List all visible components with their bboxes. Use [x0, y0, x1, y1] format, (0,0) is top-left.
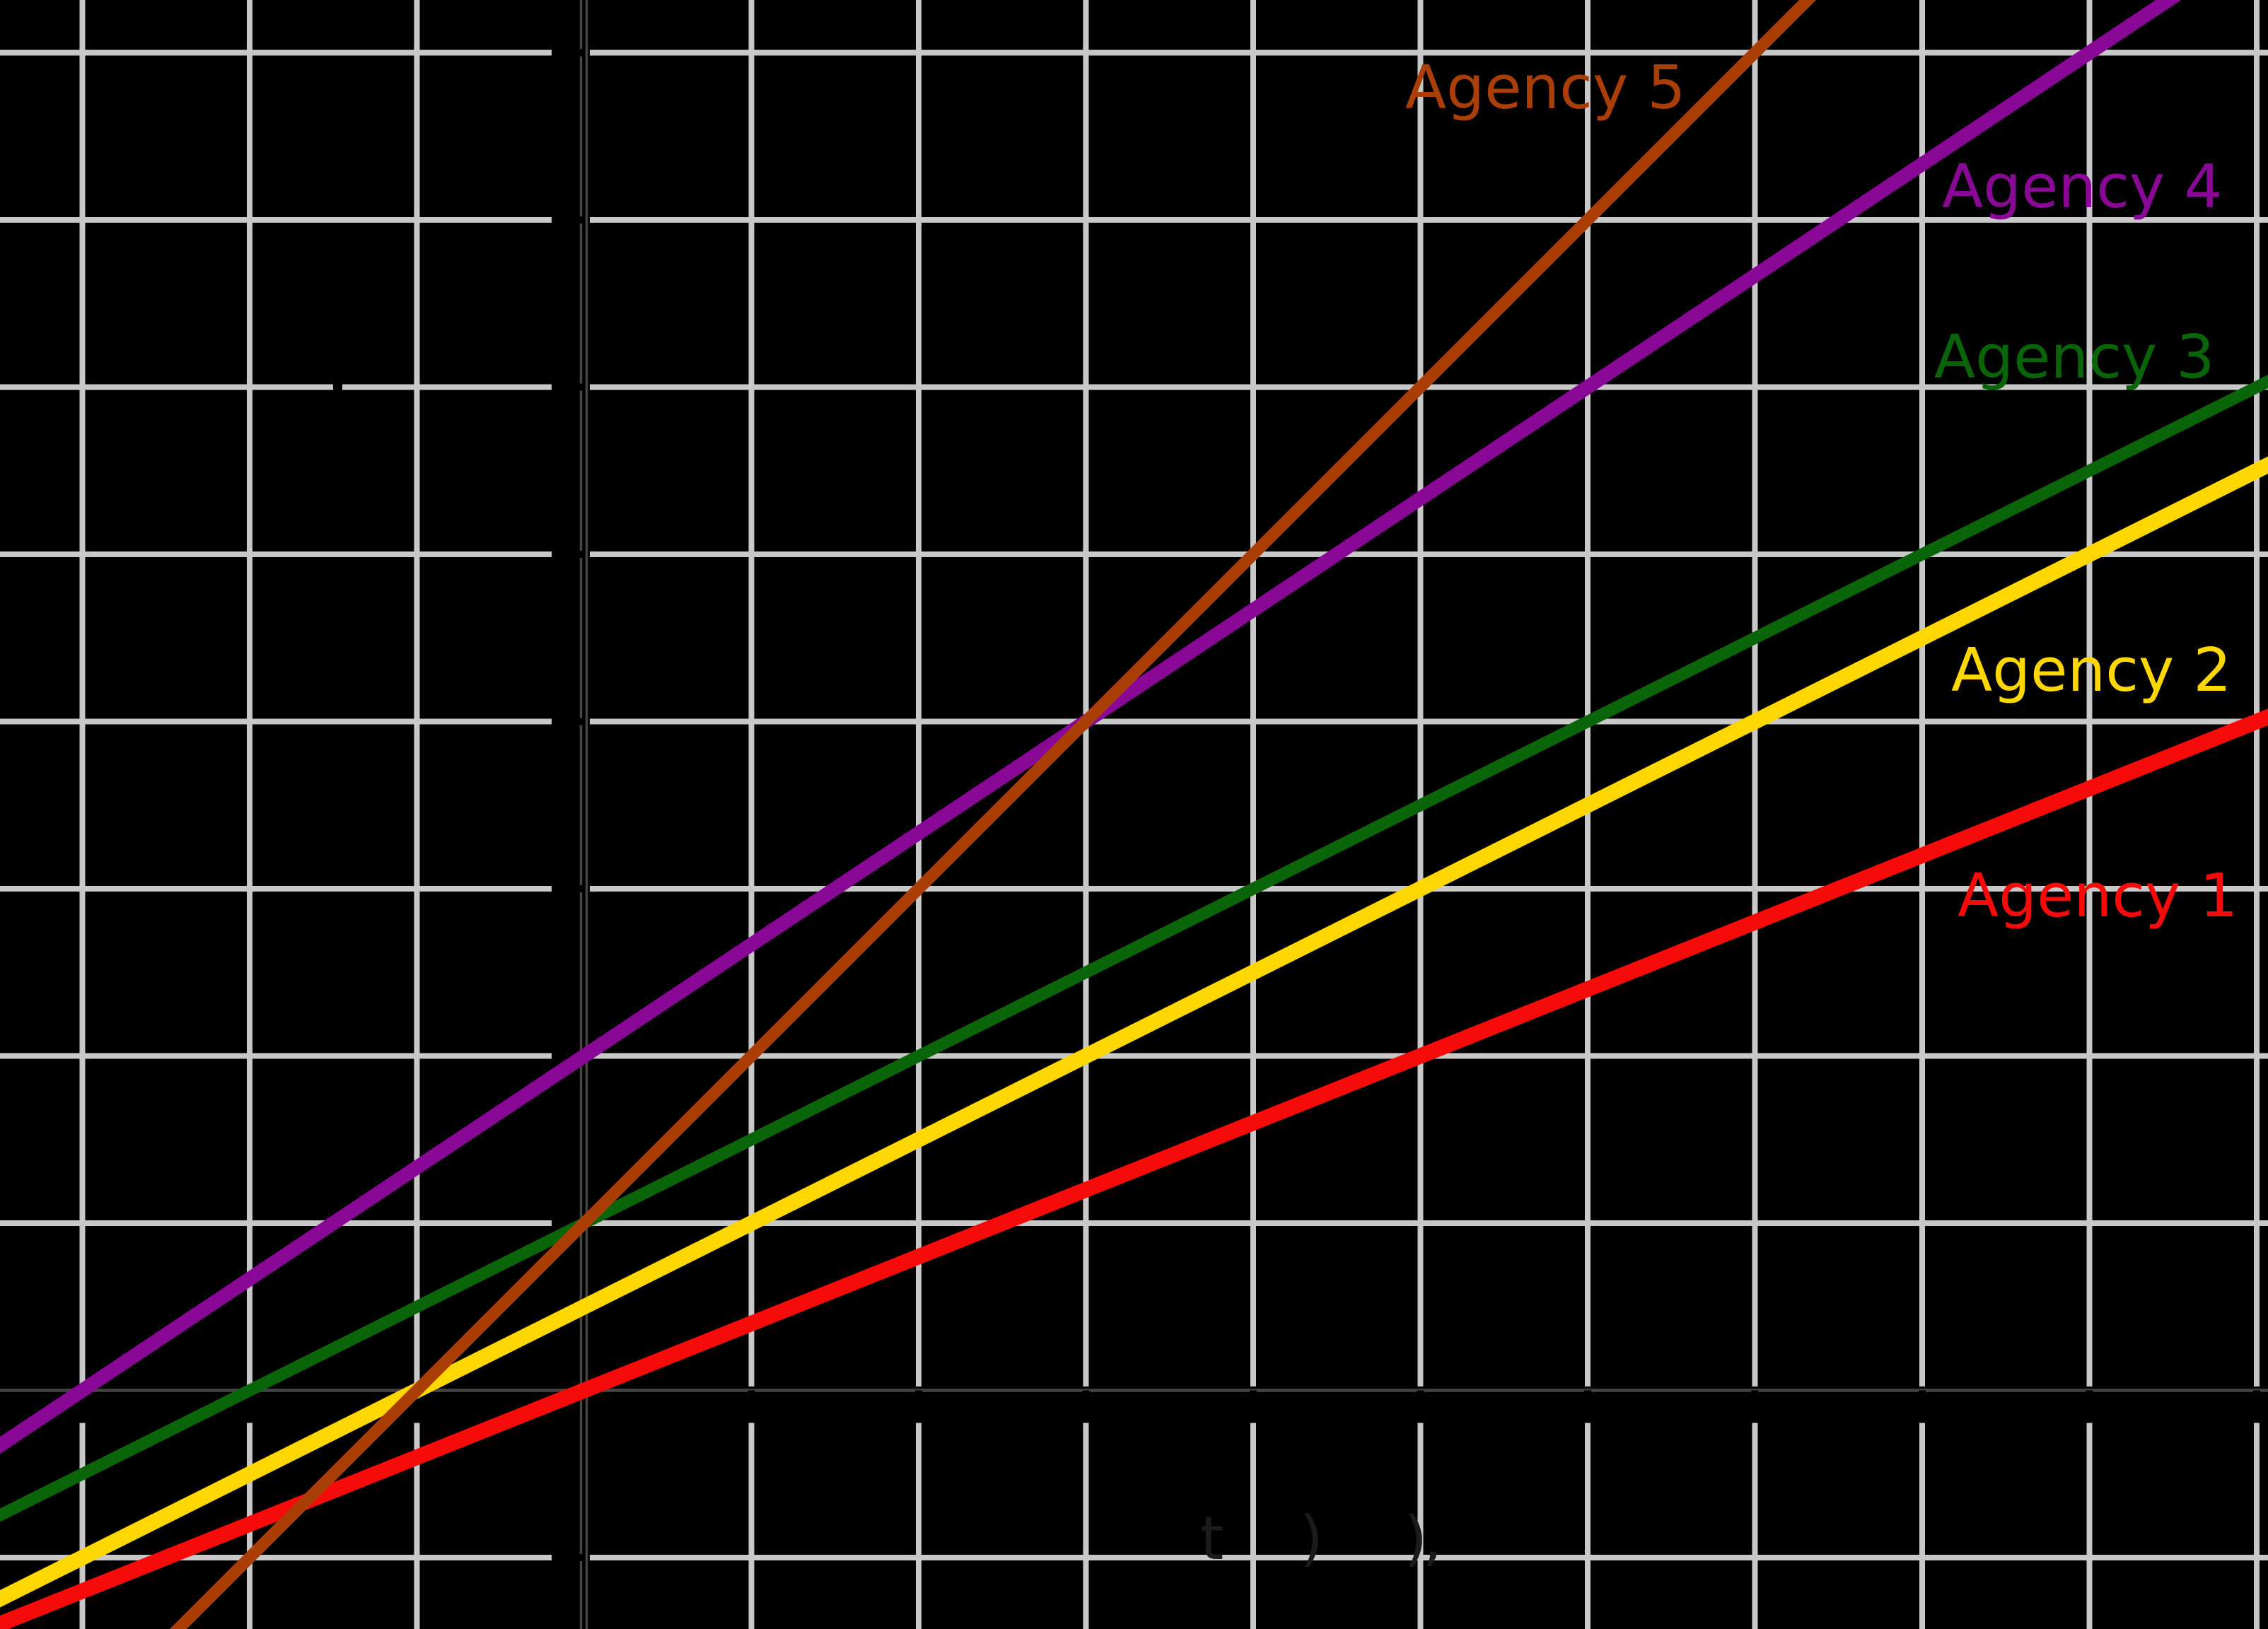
data-line-agency-1 [0, 708, 2268, 1629]
x-axis-tick [2253, 1390, 2260, 1423]
axis-text-fragment: t [1200, 1504, 1223, 1574]
axis-tick-marks [78, 49, 2260, 1561]
series-labels: Agency 1 Agency 2 Agency 3 Agency 4 Agen… [1405, 53, 2238, 931]
y-axis-tick [552, 551, 584, 558]
x-axis-tick [1919, 1390, 1926, 1423]
x-axis-tick [2086, 1390, 2093, 1423]
y-axis-tick [552, 885, 584, 892]
x-axis-tick [1250, 1390, 1257, 1423]
y-axis-tick [552, 1220, 584, 1227]
x-axis-tick [915, 1390, 922, 1423]
data-line-agency-3 [0, 374, 2268, 1522]
data-line-agency-2 [0, 456, 2268, 1608]
x-axis-tick [1751, 1390, 1759, 1423]
y-axis-tick [552, 718, 584, 725]
y-axis-tick [552, 383, 584, 391]
x-axis-tick [1584, 1390, 1591, 1423]
axis-text-fragment-dot [333, 383, 342, 392]
data-line-agency-4 [0, 0, 2182, 1454]
x-axis-tick [748, 1390, 755, 1423]
axis-text-fragments: t)), [333, 383, 1442, 1574]
y-axis-tick [552, 1052, 584, 1060]
axis-text-fragment: ) [1404, 1504, 1427, 1574]
series-label-agency-3: Agency 3 [1934, 322, 2214, 392]
y-axis-tick [552, 1554, 584, 1561]
series-label-agency-4: Agency 4 [1942, 152, 2222, 222]
x-axis-tick [246, 1390, 253, 1423]
y-axis-tick [552, 49, 584, 57]
y-axis-tick [552, 216, 584, 223]
x-axis-tick [1082, 1390, 1090, 1423]
x-axis-tick [1417, 1390, 1424, 1423]
x-axis-tick [413, 1390, 421, 1423]
series-label-agency-1: Agency 1 [1958, 861, 2238, 931]
axis-text-fragment: ) [1300, 1504, 1323, 1574]
x-axis-tick [78, 1390, 86, 1423]
series-label-agency-5: Agency 5 [1405, 53, 1685, 123]
axis-text-fragment: , [1423, 1504, 1442, 1574]
series-label-agency-2: Agency 2 [1951, 636, 2231, 706]
